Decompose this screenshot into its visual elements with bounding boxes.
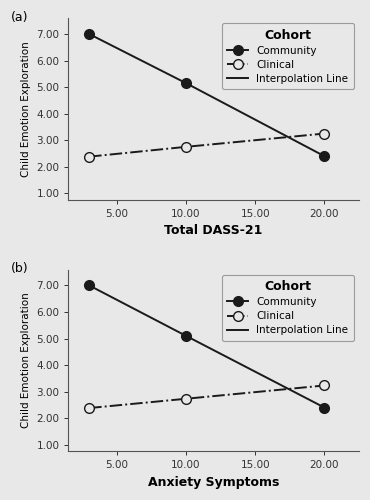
- X-axis label: Anxiety Symptoms: Anxiety Symptoms: [148, 476, 279, 489]
- Y-axis label: Child Emotion Exploration: Child Emotion Exploration: [21, 41, 31, 177]
- Text: (b): (b): [10, 262, 28, 275]
- Legend: Community, Clinical, Interpolation Line: Community, Clinical, Interpolation Line: [222, 274, 354, 340]
- Legend: Community, Clinical, Interpolation Line: Community, Clinical, Interpolation Line: [222, 24, 354, 89]
- Y-axis label: Child Emotion Exploration: Child Emotion Exploration: [21, 292, 31, 428]
- X-axis label: Total DASS-21: Total DASS-21: [165, 224, 263, 237]
- Text: (a): (a): [10, 11, 28, 24]
